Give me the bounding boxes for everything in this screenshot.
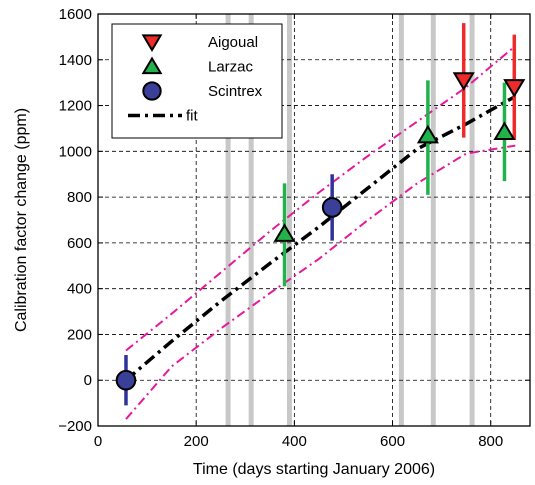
y-tick-label: 1000 <box>59 143 92 160</box>
plot-frame <box>97 13 531 427</box>
y-axis-label: Calibration factor change (ppm) <box>13 108 30 332</box>
legend-label-scintrex: Scintrex <box>208 83 263 100</box>
axis-ticks: 0 200 400 600 800−20002004006008001000120014… <box>58 6 530 450</box>
legend-box <box>111 23 283 139</box>
x-tick-label: 800 <box>478 433 503 450</box>
legend-marker-aigoual <box>141 34 163 52</box>
data-markers <box>115 72 526 391</box>
legend-label-larzac: Larzac <box>208 59 254 76</box>
y-tick-label: 600 <box>67 235 92 252</box>
x-tick-label: 0 <box>94 433 102 450</box>
larzac-point-3 <box>493 121 516 141</box>
y-tick-label: 0 <box>84 372 92 389</box>
x-tick-label: 600 <box>380 433 405 450</box>
legend-marker-larzac <box>141 56 163 75</box>
aigoual-point-2 <box>503 79 526 98</box>
legend: Aigoual Larzac Scintrex fit <box>111 23 283 139</box>
x-axis-label: Time (days starting January 2006) <box>193 461 435 478</box>
fit-line <box>124 94 517 382</box>
larzac-point-2 <box>416 124 439 144</box>
y-tick-label: 400 <box>67 281 92 298</box>
larzac-point-1 <box>273 223 296 242</box>
confidence-band <box>125 45 516 420</box>
y-tick-label: 1200 <box>59 98 92 115</box>
x-tick-label: 200 <box>184 433 209 450</box>
confidence-band-upper <box>125 45 516 352</box>
x-tick-label: 400 <box>282 433 307 450</box>
y-tick-label: 800 <box>67 189 92 206</box>
scintrex-point-2 <box>321 197 343 218</box>
y-tick-label: 1600 <box>59 6 92 23</box>
fit-line-path <box>124 94 517 382</box>
legend-items: Aigoual Larzac Scintrex fit <box>128 34 263 125</box>
y-tick-label: 1400 <box>59 52 92 69</box>
scintrex-point-1 <box>115 369 137 391</box>
legend-label-aigoual: Aigoual <box>208 34 258 51</box>
confidence-band-lower <box>125 144 516 420</box>
y-tick-label: 200 <box>67 326 92 343</box>
aigoual-point-1 <box>452 72 475 91</box>
legend-marker-scintrex <box>142 81 162 101</box>
y-tick-label: −200 <box>58 418 92 435</box>
legend-label-fit: fit <box>186 108 199 125</box>
